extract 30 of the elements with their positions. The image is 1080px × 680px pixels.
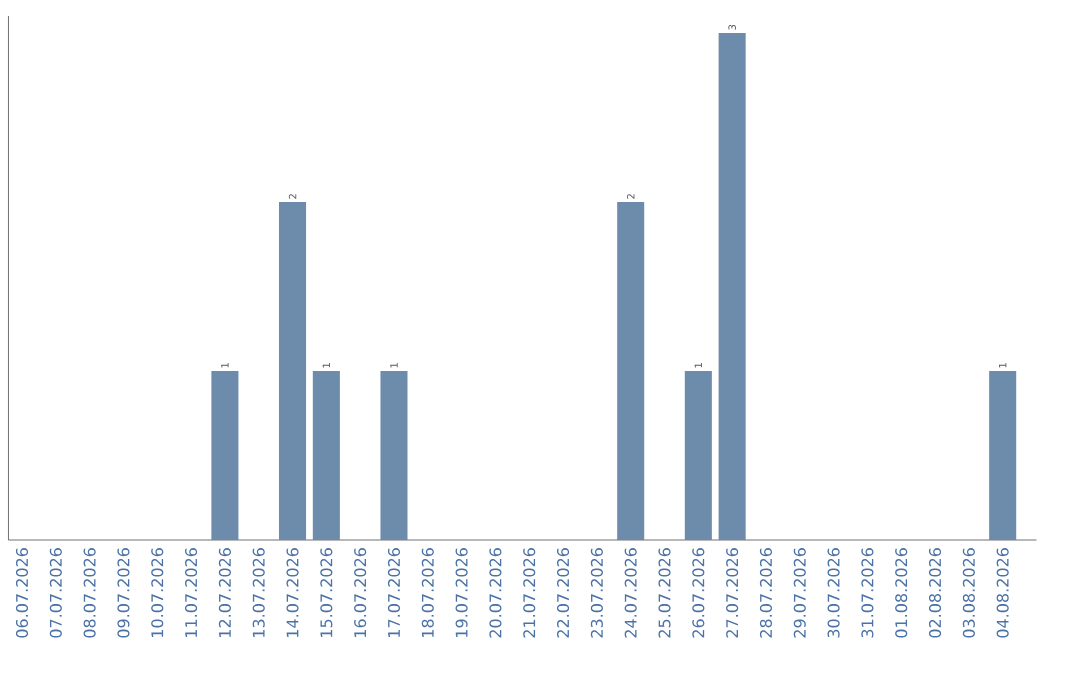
- x-tick-label: 14.07.2026: [286, 548, 299, 637]
- x-tick-label: 22.07.2026: [557, 548, 570, 638]
- x-tick-label: 06.07.2026: [15, 548, 29, 638]
- x-tick-label: 28.07.2026: [759, 548, 773, 638]
- x-tick-label: 25.07.2026: [658, 548, 671, 638]
- x-tick-label: 09.07.2026: [117, 548, 130, 638]
- x-tick-label: 19.07.2026: [455, 548, 468, 637]
- x-tick-label: 17.07.2026: [387, 548, 401, 637]
- x-tick-label: 04.08.2026: [996, 548, 1009, 638]
- x-tick-label: 08.07.2026: [83, 548, 96, 638]
- x-tick-label: 10.07.2026: [151, 548, 164, 637]
- x-tick-label: 02.08.2026: [928, 548, 942, 638]
- x-tick-label: 18.07.2026: [421, 548, 434, 637]
- x-tick-label: 03.08.2026: [962, 548, 975, 638]
- x-tick-label: 27.07.2026: [726, 548, 739, 638]
- x-tick-label: 12.07.2026: [218, 548, 231, 637]
- x-tick-label: 13.07.2026: [252, 548, 265, 637]
- x-tick-label: 16.07.2026: [354, 548, 367, 637]
- x-tick-label: 30.07.2026: [827, 548, 840, 638]
- x-tick-label: 11.07.2026: [185, 548, 198, 637]
- x-tick-label: 15.07.2026: [320, 548, 333, 637]
- x-tick-label: 01.08.2026: [895, 548, 908, 638]
- x-tick-label: 23.07.2026: [590, 548, 603, 638]
- x-tick-label: 31.07.2026: [861, 548, 874, 638]
- x-tick-label: 29.07.2026: [793, 548, 806, 638]
- x-tick-label: 07.07.2026: [49, 548, 62, 638]
- x-tick-label: 20.07.2026: [489, 548, 502, 638]
- x-tick-label: 24.07.2026: [624, 548, 637, 638]
- x-tick-label: 26.07.2026: [692, 548, 705, 638]
- x-tick-label: 21.07.2026: [523, 548, 536, 638]
